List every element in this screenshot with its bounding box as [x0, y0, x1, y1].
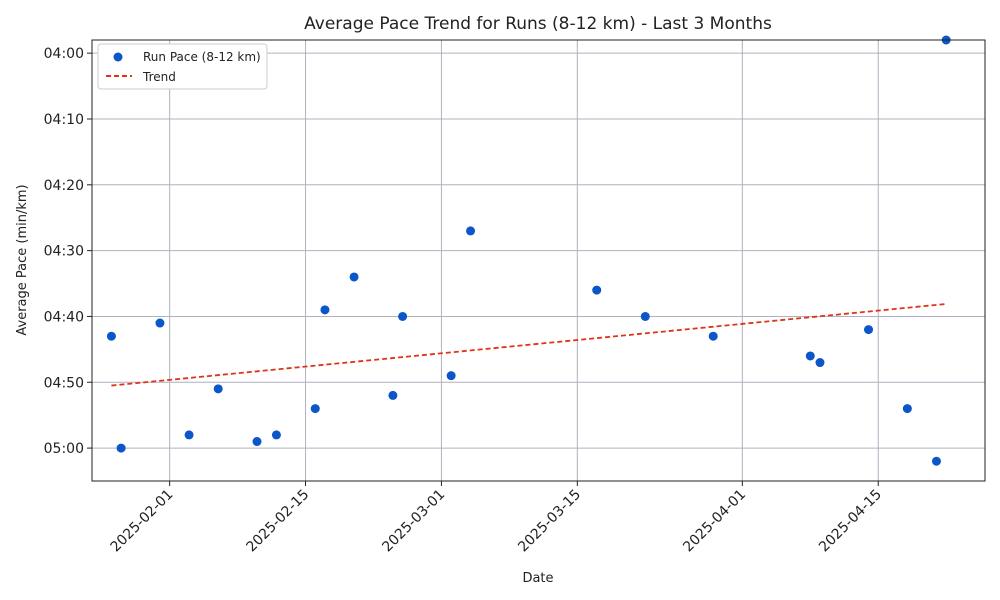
data-point: [349, 272, 359, 282]
data-point: [398, 311, 408, 321]
data-point: [388, 390, 398, 400]
trend-line: [111, 303, 947, 387]
x-tick-label: 2025-02-15: [244, 487, 313, 556]
y-tick-label: 04:50: [44, 375, 84, 391]
data-point: [310, 404, 320, 414]
data-point: [864, 325, 874, 335]
data-point: [592, 285, 602, 295]
y-axis-label: Average Pace (min/km): [15, 184, 30, 335]
data-points: [106, 35, 951, 466]
data-point: [184, 430, 194, 440]
data-point: [106, 331, 116, 341]
data-point: [155, 318, 165, 328]
y-tick-label: 04:20: [44, 178, 84, 194]
data-point: [815, 358, 825, 368]
data-point: [466, 226, 476, 236]
y-tick-label: 04:10: [44, 112, 84, 128]
data-point: [271, 430, 281, 440]
trend-line-group: [111, 303, 947, 387]
y-tick-label: 04:00: [44, 46, 84, 62]
legend-label-trend: Trend: [142, 70, 176, 84]
chart-title: Average Pace Trend for Runs (8-12 km) - …: [304, 14, 772, 34]
legend-label-run-pace: Run Pace (8-12 km): [143, 50, 261, 64]
x-tick-label: 2025-02-01: [108, 487, 177, 556]
data-point: [902, 404, 912, 414]
data-point: [252, 437, 262, 447]
y-tick-label: 04:30: [44, 244, 84, 260]
y-axis-ticks: 04:00 04:10 04:20 04:30 04:40 04:50 05:00: [44, 46, 92, 457]
data-point: [320, 305, 330, 315]
data-point: [708, 331, 718, 341]
grid-lines: [92, 40, 985, 481]
legend-scatter-marker: [113, 52, 123, 62]
data-point: [213, 384, 223, 394]
data-point: [805, 351, 815, 361]
y-tick-label: 05:00: [44, 441, 84, 457]
x-tick-label: 2025-03-15: [515, 487, 584, 556]
legend: Run Pace (8-12 km) Trend: [97, 43, 268, 90]
x-axis-label: Date: [522, 571, 553, 586]
data-point: [931, 456, 941, 466]
y-tick-label: 04:40: [44, 309, 84, 325]
x-tick-label: 2025-04-15: [816, 487, 885, 556]
data-point: [116, 443, 126, 453]
data-point: [446, 371, 456, 381]
x-tick-label: 2025-03-01: [379, 487, 448, 556]
x-tick-label: 2025-04-01: [680, 487, 749, 556]
data-point: [640, 311, 650, 321]
legend-box: [97, 43, 268, 90]
plot-frame: [91, 39, 986, 482]
x-axis-ticks: 2025-02-01 2025-02-15 2025-03-01 2025-03-15…: [108, 481, 885, 555]
